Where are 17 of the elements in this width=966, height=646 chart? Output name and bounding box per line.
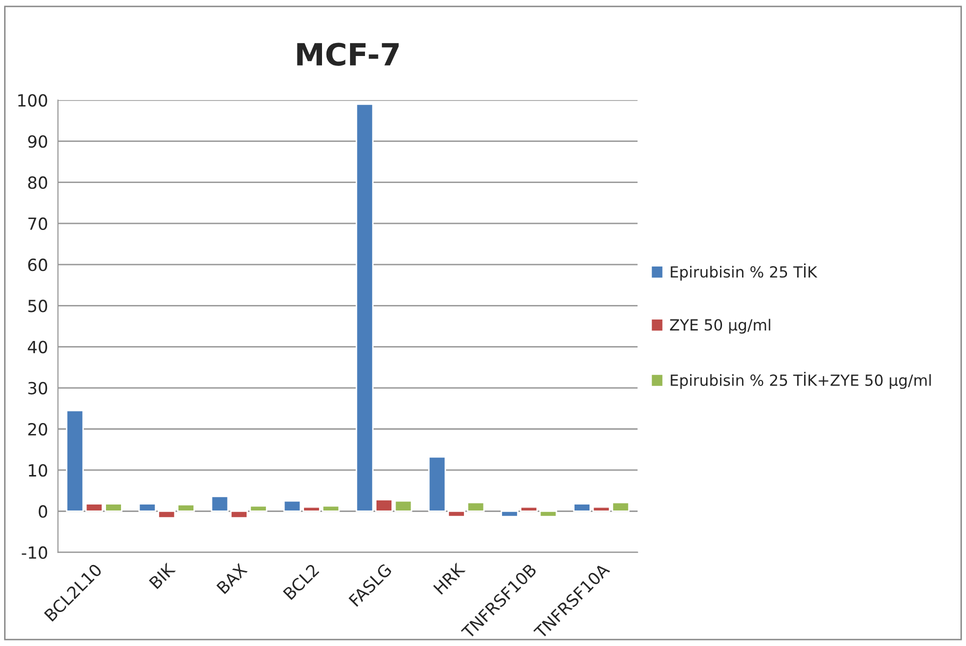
chart-title: MCF-7 [297,42,399,66]
y-tick-label: 20 [28,422,48,436]
legend-label: Epirubisin % 25 TİK [670,264,818,281]
y-tick-label: 50 [28,300,48,312]
legend-label: ZYE 50 µg/ml [670,318,770,334]
y-tick-label: 30 [28,382,48,394]
x-tick-label: BIK [148,562,176,590]
y-tick-label: -10 [22,546,48,559]
y-tick-label: 70 [28,217,48,230]
y-tick-label: 40 [28,340,48,354]
y-tick-label: 0 [38,505,48,518]
legend-label: Epirubisin % 25 TİK+ZYE 50 µg/ml [670,372,931,389]
y-tick-label: 90 [28,135,48,148]
y-tick-label: 10 [28,464,48,477]
y-tick-label: 60 [28,258,48,272]
y-tick-label: 80 [28,176,48,189]
y-tick-label: 100 [18,94,48,107]
